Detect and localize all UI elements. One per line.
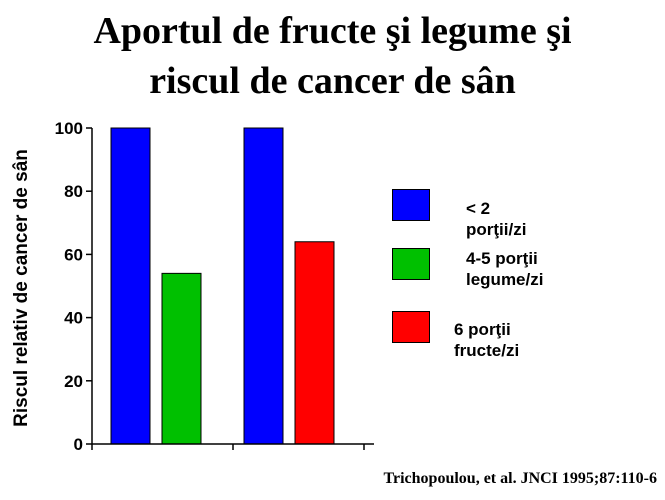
legend-label-2: 4-5 porţii legume/zi bbox=[466, 249, 544, 289]
y-tick-label-20: 20 bbox=[64, 372, 83, 391]
y-tick-label-80: 80 bbox=[64, 182, 83, 201]
bar-group-2-bar-2 bbox=[294, 241, 335, 445]
bar-group-1-bar-1 bbox=[110, 127, 151, 445]
legend-label-3: 6 porţii fructe/zi bbox=[454, 320, 520, 360]
y-tick-label-60: 60 bbox=[64, 245, 83, 264]
bar-group-2-bar-1 bbox=[243, 127, 284, 445]
legend-swatch-1 bbox=[392, 189, 430, 221]
chart-title-line-2: riscul de cancer de sân bbox=[149, 60, 516, 102]
bar-group-1-bar-2 bbox=[161, 272, 202, 445]
y-tick-label-100: 100 bbox=[55, 119, 83, 138]
y-tick-label-0: 0 bbox=[74, 435, 83, 454]
legend-swatch-2 bbox=[392, 248, 430, 280]
y-tick-label-40: 40 bbox=[64, 309, 83, 328]
legend-label-1: < 2 porţii/zi bbox=[466, 199, 527, 239]
chart-title-line-1: Aportul de fructe şi legume şi bbox=[93, 10, 572, 52]
citation: Trichopoulou, et al. JNCI 1995;87:110-6 bbox=[383, 470, 657, 487]
legend-swatch-3 bbox=[392, 311, 430, 343]
chart-title: Aportul de fructe şi legume şi riscul de… bbox=[0, 6, 665, 106]
